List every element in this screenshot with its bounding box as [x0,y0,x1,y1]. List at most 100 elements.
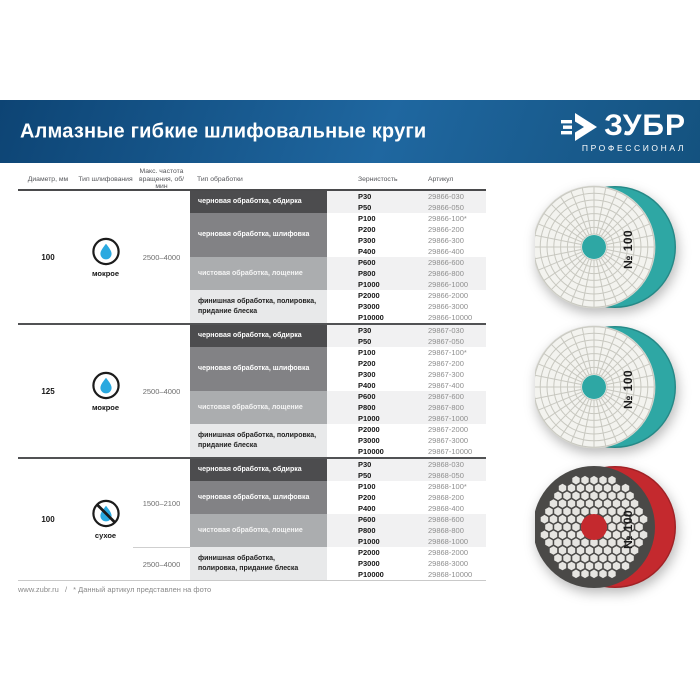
sku-value: 29868-600 [428,515,464,524]
frequency-column: 2500–4000 [133,191,190,323]
grinding-type-label: мокрое [91,268,120,278]
grit-value: P200 [358,359,376,368]
frequency-cell: 2500–4000 [142,386,181,396]
diameter-cell: 100 [41,252,55,262]
product-grit-label: № 100 [621,370,635,409]
table-row: P10000 29866-10000 [327,312,486,323]
table-row: P30 29867-030 [327,325,486,336]
table-row: P200 29867-200 [327,358,486,369]
sku-value: 29867-030 [428,326,464,335]
product-image-wet-pad-1: № 100 [535,185,676,309]
col-header-grit: Зернистость [358,175,398,183]
table-body: 100 мокрое 2500–4000 черновая обработка, об… [18,191,486,581]
table-row: P800 29866-800 [327,268,486,279]
subgroup-rows: P600 29868-600 P800 29868-800 P1000 29868-100… [327,514,486,547]
table-row: P300 29867-300 [327,369,486,380]
sku-value: 29866-400 [428,247,464,256]
grit-value: P600 [358,392,376,401]
processing-column: черновая обработка, обдирка черновая обра… [190,325,327,457]
sku-value: 29866-1000 [428,280,469,289]
grit-value: P800 [358,403,376,412]
processing-cell: черновая обработка, шлифовка [190,213,327,257]
sku-value: 29867-400 [428,381,464,390]
processing-cell: финишная обработка, полировка, придание … [190,424,327,457]
zubr-arrow-icon [561,113,598,141]
processing-cell: финишная обработка, полировка, придание … [190,547,327,580]
grit-value: P1000 [358,537,380,546]
table-row: P800 29868-800 [327,525,486,536]
processing-cell: чистовая обработка, лощение [190,514,327,547]
sku-value: 29867-1000 [428,414,469,423]
sku-value: 29868-3000 [428,559,469,568]
processing-cell: черновая обработка, обдирка [190,459,327,481]
table-row: P800 29867-800 [327,402,486,413]
table-row: P600 29868-600 [327,514,486,525]
table-row: P3000 29867-3000 [327,435,486,446]
sku-value: 29867-800 [428,403,464,412]
table-row: P100 29866-100* [327,213,486,224]
sku-value: 29867-100* [428,348,467,357]
brand-subtitle: ПРОФЕССИОНАЛ [581,143,686,153]
col-header-diameter: Диаметр, мм [27,175,69,183]
frequency-column: 1500–2100 2500–4000 [133,459,190,580]
sku-value: 29868-400 [428,504,464,513]
grit-value: P3000 [358,559,380,568]
grit-sku-column: P30 29867-030 P50 29867-050 P100 29867-100* P2… [327,325,486,457]
col-header-frequency: Макс. частота вращения, об/мин [138,167,185,191]
sku-value: 29868-100* [428,482,467,491]
table-row: P2000 29866-2000 [327,290,486,301]
subgroup-rows: P100 29867-100* P200 29867-200 P300 29867-300… [327,347,486,391]
table-row: P400 29867-400 [327,380,486,391]
product-image-dry-pad-3: № 100 [535,466,676,588]
product-grit-label: № 100 [621,230,635,269]
grit-value: P300 [358,236,376,245]
table-row: P1000 29868-1000 [327,536,486,547]
subgroup-rows: P2000 29867-2000 P3000 29867-3000 P10000 2986… [327,424,486,457]
product-image-wet-pad-2: № 100 [535,325,676,449]
grit-value: P100 [358,214,376,223]
grit-value: P600 [358,258,376,267]
sku-value: 29868-050 [428,471,464,480]
sku-value: 29867-10000 [428,447,473,456]
processing-cell: черновая обработка, обдирка [190,191,327,213]
subgroup-rows: P2000 29866-2000 P3000 29866-3000 P10000 2986… [327,290,486,323]
table-row: P2000 29867-2000 [327,424,486,435]
sku-value: 29868-800 [428,526,464,535]
table-row: P600 29866-600 [327,257,486,268]
grinding-type-cell: мокрое [78,191,133,323]
brand-logo: ЗУБР ПРОФЕССИОНАЛ [561,111,686,153]
grit-value: P2000 [358,548,380,557]
subgroup-rows: P30 29866-030 P50 29866-050 [327,191,486,213]
processing-cell: финишная обработка, полировка, придание … [190,290,327,323]
footer-site-url: www.zubr.ru [18,585,59,594]
col-header-grinding: Тип шлифования [78,175,133,183]
sku-value: 29867-2000 [428,425,469,434]
subgroup-rows: P100 29868-100* P200 29868-200 P400 29868-400 [327,481,486,514]
table-row: P1000 29866-1000 [327,279,486,290]
table-group-100-мокрое: 100 мокрое 2500–4000 черновая обработка, об… [18,191,486,323]
subgroup-rows: P30 29868-030 P50 29868-050 [327,459,486,481]
grit-value: P50 [358,471,372,480]
processing-cell: черновая обработка, обдирка [190,325,327,347]
sku-value: 29867-200 [428,359,464,368]
processing-column: черновая обработка, обдирка черновая обра… [190,191,327,323]
diameter-cell: 125 [41,386,55,396]
processing-cell: чистовая обработка, лощение [190,391,327,424]
grit-value: P100 [358,482,376,491]
grit-value: P2000 [358,425,380,434]
table-group-125-мокрое: 125 мокрое 2500–4000 черновая обработка, об… [18,323,486,457]
product-grit-label: № 100 [621,510,635,549]
sku-value: 29866-300 [428,236,464,245]
grit-value: P600 [358,515,376,524]
grinding-type-cell: мокрое [78,325,133,457]
subgroup-rows: P600 29866-600 P800 29866-800 P1000 29866-100… [327,257,486,290]
grit-value: P400 [358,247,376,256]
sku-value: 29868-1000 [428,537,469,546]
table-row: P1000 29867-1000 [327,413,486,424]
table-row: P50 29868-050 [327,470,486,481]
subgroup-rows: P600 29867-600 P800 29867-800 P1000 29867-100… [327,391,486,424]
footer-separator: / [64,585,68,594]
diameter-cell: 100 [41,515,55,524]
grit-value: P100 [358,348,376,357]
sku-value: 29866-2000 [428,291,469,300]
